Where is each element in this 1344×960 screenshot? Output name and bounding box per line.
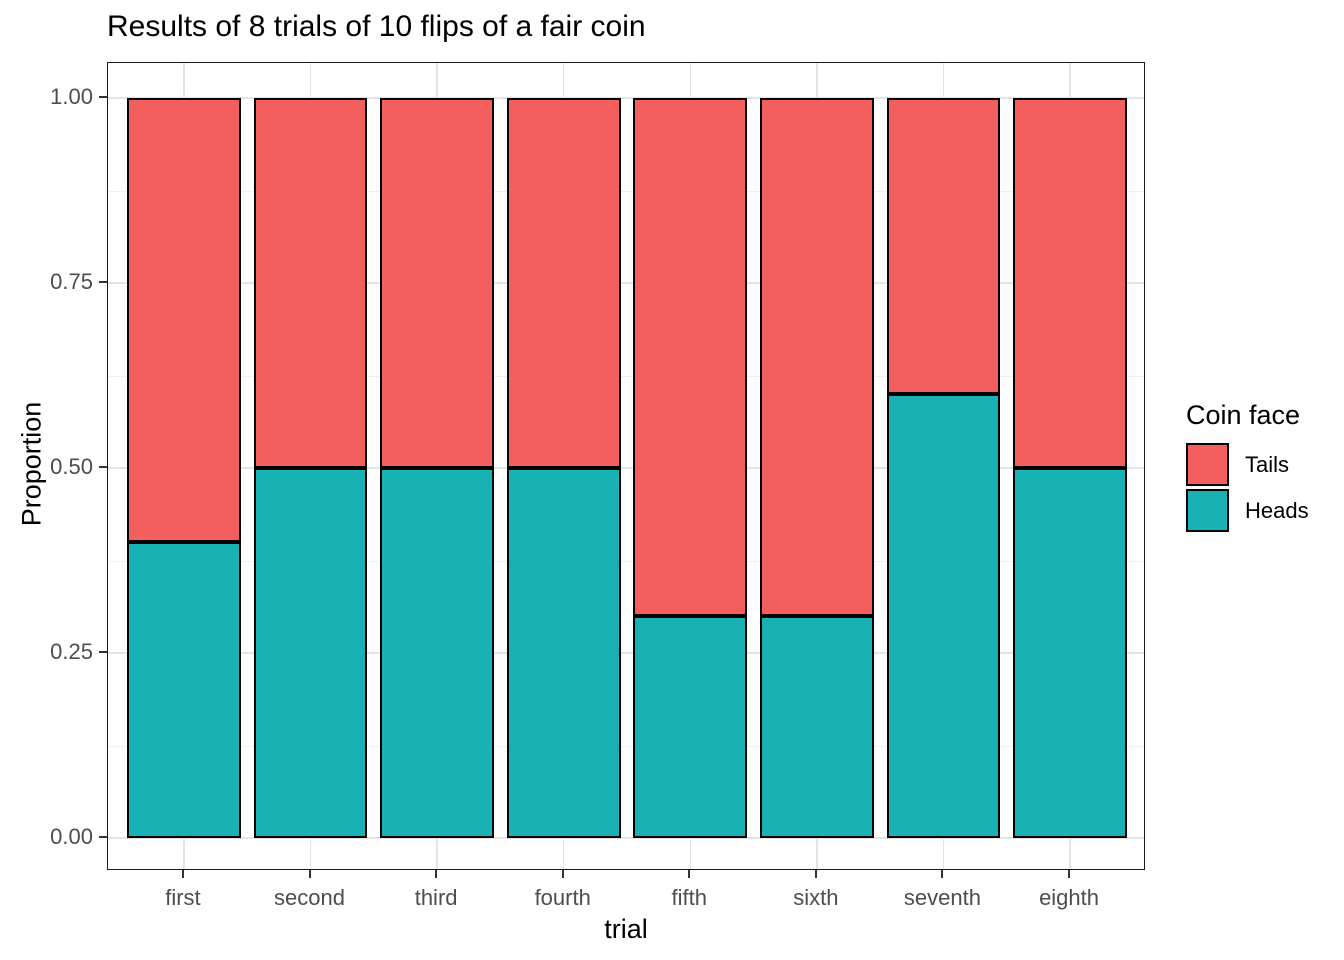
major-gridline bbox=[108, 97, 1144, 99]
x-tick-label: second bbox=[274, 885, 345, 910]
y-tick-mark bbox=[99, 651, 107, 653]
x-tick-mark bbox=[561, 870, 564, 878]
bar-segment-third-tails bbox=[380, 98, 495, 468]
legend-entry-tails: Tails bbox=[1186, 443, 1309, 486]
y-tick-label: 0.75 bbox=[50, 269, 93, 294]
bar-segment-sixth-heads bbox=[759, 616, 874, 838]
bar-segment-sixth-tails bbox=[759, 98, 874, 616]
y-tick-mark bbox=[99, 96, 107, 98]
y-tick-label: 0.00 bbox=[50, 824, 93, 849]
legend-entries: Tails Heads bbox=[1186, 443, 1309, 532]
x-tick-mark bbox=[1068, 870, 1071, 878]
x-tick-label: eighth bbox=[1039, 885, 1100, 910]
x-tick-mark bbox=[181, 870, 184, 878]
bar-segment-eighth-heads bbox=[1013, 468, 1127, 838]
y-tick-mark bbox=[99, 466, 107, 468]
x-tick-label: fifth bbox=[671, 885, 708, 910]
bar-segment-fifth-heads bbox=[633, 616, 748, 838]
x-tick-label: sixth bbox=[793, 885, 839, 910]
bar-segment-fourth-tails bbox=[506, 98, 621, 468]
minor-gridline bbox=[108, 375, 1144, 377]
legend: Coin face Tails Heads bbox=[1186, 400, 1309, 535]
bar-segment-seventh-tails bbox=[886, 98, 1001, 394]
x-tick-label: third bbox=[414, 885, 458, 910]
bar-segment-first-tails bbox=[126, 98, 241, 542]
minor-gridline bbox=[108, 560, 1144, 562]
bar-segment-second-heads bbox=[253, 468, 368, 838]
x-tick-mark bbox=[814, 870, 817, 878]
legend-label: Tails bbox=[1245, 451, 1290, 477]
bar-segment-seventh-heads bbox=[886, 394, 1001, 838]
bar-segment-fifth-tails bbox=[633, 98, 748, 616]
major-gridline bbox=[108, 652, 1144, 654]
x-tick-mark bbox=[435, 870, 438, 878]
bar-segment-eighth-tails bbox=[1013, 98, 1127, 468]
minor-gridline bbox=[108, 190, 1144, 192]
x-axis-title: trial bbox=[604, 914, 648, 944]
legend-title: Coin face bbox=[1186, 400, 1301, 430]
bar-segment-second-tails bbox=[253, 98, 368, 468]
x-tick-label: seventh bbox=[903, 885, 981, 910]
y-tick-label: 0.25 bbox=[50, 639, 93, 664]
y-tick-label: 0.50 bbox=[50, 454, 93, 479]
x-tick-label: fourth bbox=[534, 885, 591, 910]
x-tick-mark bbox=[308, 870, 311, 878]
legend-swatch-tails bbox=[1186, 443, 1229, 486]
legend-label: Heads bbox=[1245, 497, 1309, 523]
bar-segment-fourth-heads bbox=[506, 468, 621, 838]
major-gridline bbox=[108, 282, 1144, 284]
y-tick-label: 1.00 bbox=[50, 84, 93, 109]
bar-segment-first-heads bbox=[126, 542, 241, 838]
y-tick-mark bbox=[99, 836, 107, 838]
major-gridline bbox=[108, 467, 1144, 469]
legend-swatch-heads bbox=[1186, 489, 1229, 532]
legend-entry-heads: Heads bbox=[1186, 489, 1309, 532]
plot-panel bbox=[107, 62, 1145, 870]
major-gridline bbox=[108, 837, 1144, 839]
x-tick-mark bbox=[688, 870, 691, 878]
y-tick-mark bbox=[99, 281, 107, 283]
bar-segment-third-heads bbox=[380, 468, 495, 838]
chart-title: Results of 8 trials of 10 flips of a fai… bbox=[107, 10, 646, 43]
x-tick-label: first bbox=[165, 885, 201, 910]
minor-gridline bbox=[108, 745, 1144, 747]
x-tick-mark bbox=[941, 870, 944, 878]
